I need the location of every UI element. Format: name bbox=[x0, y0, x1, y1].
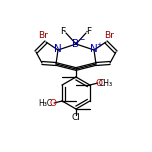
Text: N: N bbox=[90, 44, 98, 54]
Text: O: O bbox=[50, 98, 57, 107]
Text: .: . bbox=[85, 21, 89, 35]
Text: Br: Br bbox=[104, 31, 114, 40]
Text: O: O bbox=[95, 78, 102, 88]
Text: CH₃: CH₃ bbox=[99, 79, 113, 88]
Text: .: . bbox=[63, 21, 67, 35]
Text: −: − bbox=[78, 36, 84, 45]
Text: Br: Br bbox=[38, 31, 48, 40]
Text: B: B bbox=[73, 39, 79, 49]
Text: H₃C: H₃C bbox=[38, 99, 52, 108]
Text: N: N bbox=[54, 44, 62, 54]
Text: F: F bbox=[86, 26, 92, 36]
Text: Cl: Cl bbox=[72, 114, 80, 123]
Text: +: + bbox=[96, 42, 102, 48]
Text: F: F bbox=[60, 26, 66, 36]
